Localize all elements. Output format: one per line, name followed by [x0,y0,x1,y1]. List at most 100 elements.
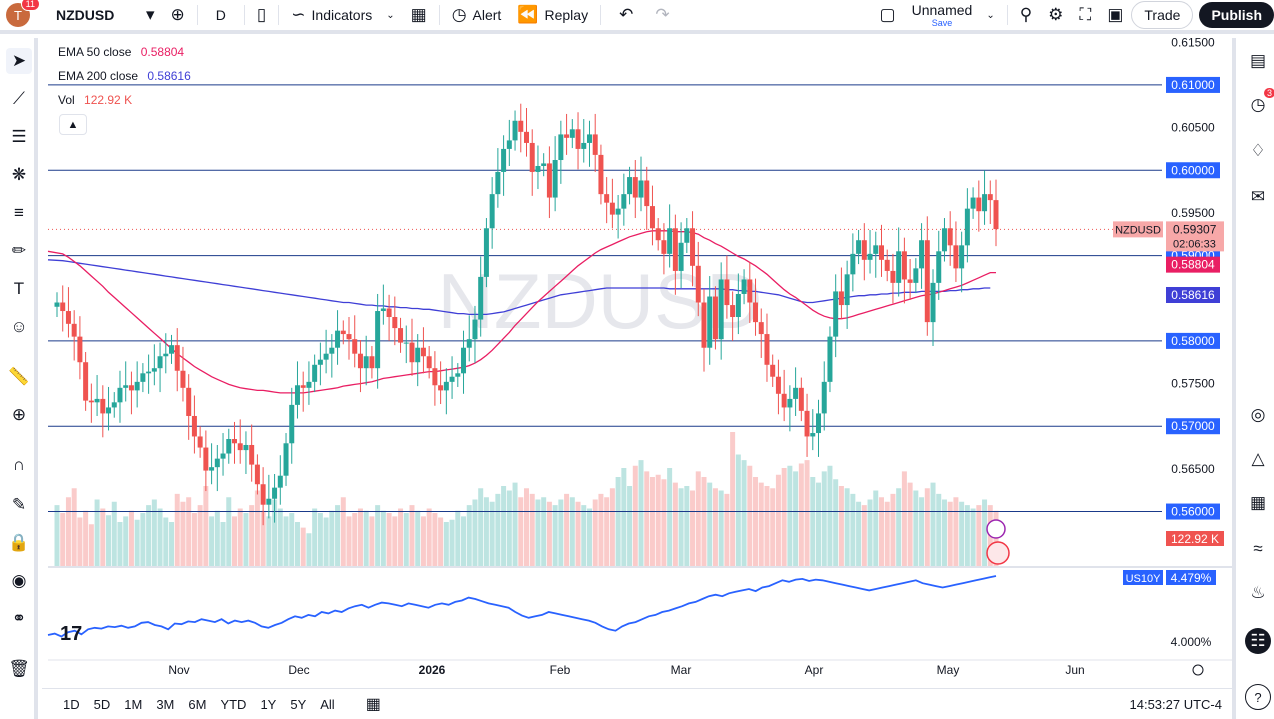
candle [775,359,781,415]
candle [272,473,278,523]
candle-body [106,407,112,414]
calendar-icon[interactable]: ▦ [1249,493,1267,512]
trade-button[interactable]: Trade [1131,1,1194,29]
candle-body [615,208,621,215]
candle [586,120,592,167]
candle-body [369,356,375,369]
alerts-badge: 3 [1263,88,1274,98]
volume-bar [678,488,684,567]
candle [426,346,432,379]
undo-icon[interactable]: ↶ [619,5,634,24]
volume-bar [380,510,386,567]
publish-button[interactable]: Publish [1199,2,1274,28]
candle-type-icon[interactable]: ▯ [256,5,267,24]
magnet-icon[interactable]: ∩ [12,455,26,474]
emoji-icon[interactable]: ☺ [10,317,28,336]
fullscreen-icon[interactable]: ⛶ [1079,5,1092,24]
redo-icon[interactable]: ↷ [655,5,670,24]
candle-body [678,242,684,271]
settings-gear-icon[interactable]: ⚙ [1048,5,1064,24]
candle [220,433,226,476]
candle-body [655,228,661,241]
eye-icon[interactable]: ◉ [11,571,27,590]
quick-search-icon[interactable]: ⚲ [1019,5,1033,24]
range-5d[interactable]: 5D [93,696,111,712]
lock-icon[interactable]: 🔒 [8,533,30,552]
watchlist-icon[interactable]: ▤ [1249,51,1267,70]
symbol-search[interactable]: NZDUSD [56,7,115,23]
fib-retracement-icon[interactable]: ☰ [11,127,27,146]
time-axis[interactable]: Nov Dec 2026 Feb Mar Apr May Jun [48,659,1232,677]
compare-add-icon[interactable]: ⊕ [170,5,185,24]
volume-bar [277,508,283,567]
target-icon[interactable]: ◎ [1250,405,1266,424]
price-axis[interactable]: 0.61500 0.60500 0.59500 0.57500 0.56500 [1171,35,1215,476]
stay-drawing-icon[interactable]: ✎ [11,495,27,514]
layout-name-button[interactable]: Unnamed Save ⌄ [904,0,1003,30]
cursor-icon[interactable]: ➤ [6,48,32,74]
forecast-icon[interactable]: ≡ [14,203,24,222]
trend-line-icon[interactable]: ⟋ [13,89,25,108]
layout-icon[interactable]: ▢ [879,5,896,24]
range-ytd[interactable]: YTD [220,696,247,712]
candle [655,218,661,251]
horizontal-levels[interactable]: 0.610000.600000.590000.580000.570000.560… [48,76,1220,520]
ruler-icon[interactable]: 📏 [8,367,30,386]
candle [157,342,163,393]
symbol-menu-icon[interactable]: ▾ [146,5,155,24]
volume-bar [787,465,793,567]
volume-bar [352,513,358,567]
news-feed-icon[interactable]: ≈ [1253,539,1263,558]
ideas-icon[interactable]: △ [1251,449,1265,468]
trash-icon[interactable]: 🗑 [8,659,30,678]
range-3m[interactable]: 3M [156,696,175,712]
range-1d[interactable]: 1D [63,696,80,712]
volume-bar [466,505,472,567]
range-all[interactable]: All [320,696,335,712]
candle-body [415,347,421,363]
volume-legend[interactable]: Vol 122.92 K [58,93,132,107]
notifications-bell-icon[interactable]: ♨ [1250,583,1266,602]
pattern-icon[interactable]: ❋ [11,165,27,184]
volume-bar [535,499,541,567]
range-1m[interactable]: 1M [124,696,143,712]
link-icon[interactable]: ⚭ [11,609,27,628]
range-6m[interactable]: 6M [188,696,207,712]
candle-body [775,376,781,394]
candle-body [781,393,787,408]
ema50-legend[interactable]: EMA 50 close 0.58804 [58,45,184,59]
zoom-in-icon[interactable]: ⊕ [11,405,27,424]
replay-button[interactable]: ⏪ Replay [509,0,596,30]
date-range-picker-icon[interactable]: ▦ [365,696,381,713]
separator [278,5,280,25]
alert-button[interactable]: ◷ Alert [444,0,510,30]
indicators-button[interactable]: ∽ Indicators ⌄ [283,0,402,30]
camera-icon[interactable]: ▣ [1107,5,1124,24]
range-5y[interactable]: 5Y [290,696,307,712]
candle [438,361,444,405]
candle-body [174,345,180,371]
clock[interactable]: 14:53:27 UTC-4 [1129,697,1223,712]
layers-icon[interactable]: ♢ [1250,141,1266,160]
volume-bar [203,486,209,567]
text-tool-icon[interactable]: T [13,279,25,298]
candle [816,399,822,457]
brush-icon[interactable]: ✏ [11,241,27,260]
collapse-legend-button[interactable]: ▲ [59,114,87,135]
candle [959,231,965,293]
ema200-legend[interactable]: EMA 200 close 0.58616 [58,69,191,83]
interval-button[interactable]: D [215,7,226,23]
candle [54,292,60,318]
help-icon[interactable]: ? [1245,684,1271,710]
volume-bar [604,497,610,567]
alerts-clock-icon[interactable]: ◷ 3 [1245,88,1274,118]
user-avatar[interactable]: T 11 [6,0,40,27]
templates-icon[interactable]: ▦ [410,5,427,24]
us10y-pane: US10Y 4.479% 4.000% 17 [47,519,1232,649]
volume-bar [294,522,300,567]
candle-body [472,319,478,340]
range-1y[interactable]: 1Y [260,696,277,712]
apps-grid-icon[interactable]: ☷ [1245,628,1271,654]
chat-icon[interactable]: ✉ [1250,187,1266,206]
